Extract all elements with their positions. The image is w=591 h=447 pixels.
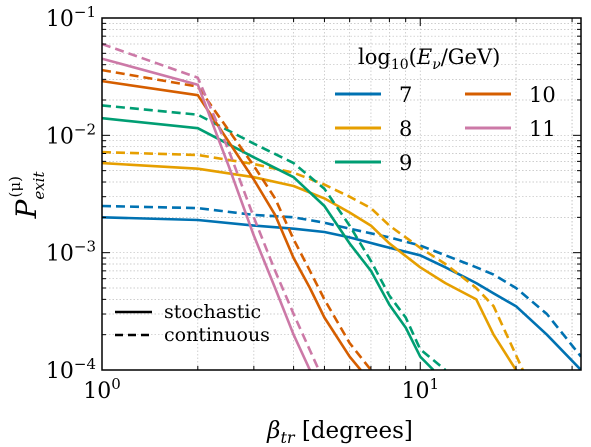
ticks: [101, 18, 581, 371]
series-line-E9-stochastic: [102, 116, 435, 370]
x-tick-label: 100: [83, 375, 121, 404]
y-tick-label: 10−3: [46, 238, 96, 267]
legend-label-8: 8: [399, 117, 412, 141]
style-label-continuous: continuous: [164, 324, 270, 346]
series-line-E10-stochastic: [102, 79, 362, 370]
series-line-E9-continuous: [102, 104, 447, 370]
legend-label-11: 11: [529, 117, 556, 141]
style-label-stochastic: stochastic: [164, 301, 261, 323]
plot-frame: [101, 17, 582, 371]
y-axis-title: Pexit(μ): [6, 171, 48, 220]
y-tick-label: 10−4: [46, 355, 96, 384]
y-tick-label: 10−1: [46, 3, 96, 32]
energy-legend: log10(Eν/GeV) 7 8 9 10 11: [335, 45, 556, 175]
series-line-E11-continuous: [102, 42, 320, 370]
series-line-E7-continuous: [102, 204, 581, 358]
legend-label-7: 7: [399, 83, 412, 107]
x-tick-label: 101: [401, 375, 439, 404]
series-group: [102, 42, 581, 370]
tick-labels: 100 101 10−4 10−3 10−2 10−1: [46, 3, 439, 404]
legend-label-10: 10: [529, 83, 556, 107]
x-axis-title: βtr [degrees]: [266, 418, 413, 447]
legend-title: log10(Eν/GeV): [358, 45, 500, 73]
series-line-E7-stochastic: [102, 216, 581, 370]
y-tick-label: 10−2: [46, 120, 96, 149]
series-line-E11-stochastic: [102, 57, 312, 370]
series-line-E10-continuous: [102, 68, 372, 370]
series-line-E8-continuous: [102, 150, 524, 370]
legend-label-9: 9: [399, 151, 412, 175]
